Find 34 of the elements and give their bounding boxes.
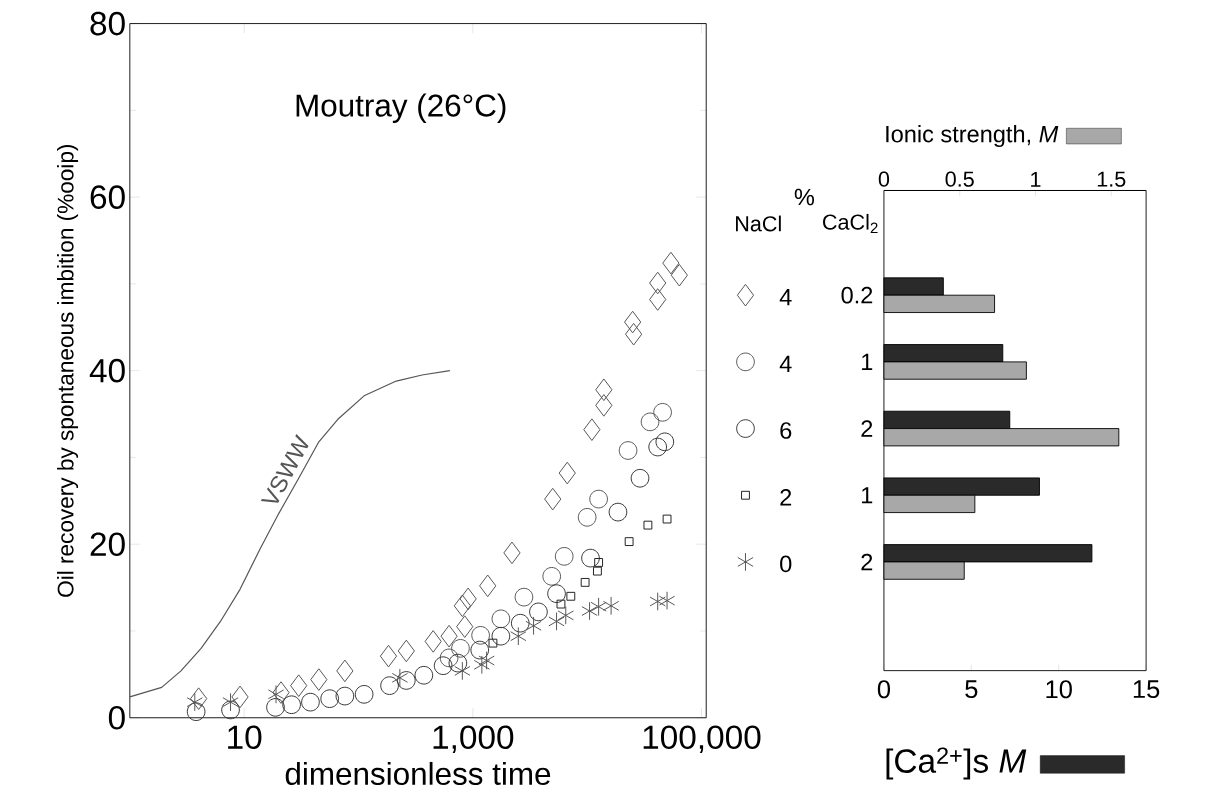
legend-label: [Ca$^{2+}$]s M [886, 747, 1027, 780]
x-tick-label: 100,000 [643, 725, 761, 753]
y-axis-title: CaCl$_{2}$ [823, 213, 878, 234]
y-tick-label: 1 [862, 353, 873, 370]
legend-label: 4 [779, 289, 792, 306]
x-tick-label: 1,000 [433, 725, 514, 753]
x2-tick-label: 1.5 [1097, 171, 1126, 187]
y-tick-label: 0.2 [841, 286, 873, 304]
y-tick-label: 60 [90, 185, 125, 209]
x2-tick-label: 0 [878, 171, 890, 187]
y-tick-label: 0 [108, 705, 125, 730]
legend-label: 0 [780, 555, 792, 573]
legend-label: 4 [779, 355, 792, 372]
x-tick-label: 10 [1046, 680, 1072, 699]
y-tick-label: 40 [89, 358, 125, 383]
x2-tick-label: 1 [1031, 171, 1041, 187]
legend-label: 2 [780, 488, 792, 506]
y-tick-label: 20 [90, 532, 125, 556]
y-tick-label: 2 [861, 553, 873, 571]
x2-tick-label: 0.5 [945, 171, 974, 187]
y-tick-label: 80 [90, 11, 125, 36]
y-tick-label: 2 [861, 420, 873, 437]
x-tick-label: 0 [877, 680, 891, 699]
text: % [794, 188, 815, 206]
x-tick-label: 5 [965, 680, 978, 698]
x-tick-label: 10 [228, 725, 262, 749]
legend-title: NaCl [736, 215, 781, 232]
x-axis-title: dimensionless time [285, 761, 551, 785]
x-tick-label: 15 [1133, 680, 1160, 698]
y-axis-title: Oil recovery by spontaneous imbition (%ooip) [57, 144, 79, 597]
legend-label: Ionic strength, M [886, 125, 1059, 148]
text: Moutray (26°C) [296, 93, 506, 123]
legend-label: 6 [780, 422, 792, 439]
y-tick-label: 1 [862, 487, 873, 504]
